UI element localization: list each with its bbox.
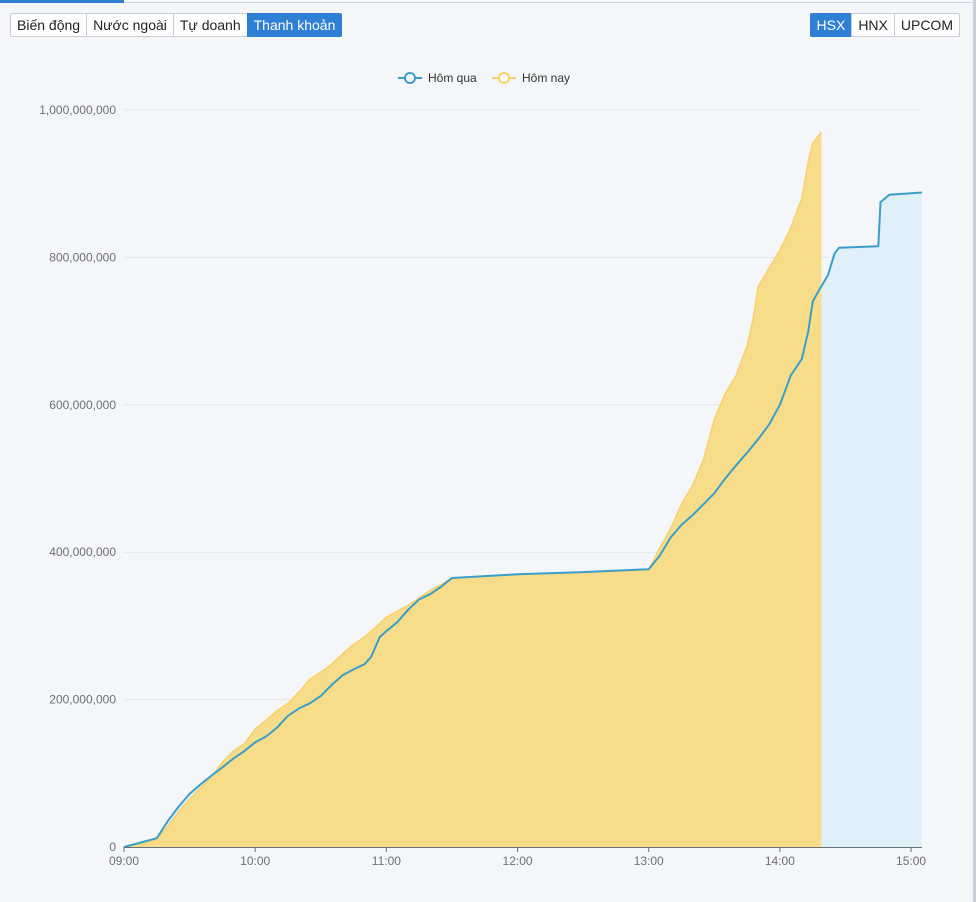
y-tick-label: 0 bbox=[109, 840, 116, 854]
market-hnx-button[interactable]: HNX bbox=[851, 13, 895, 37]
y-tick-label: 800,000,000 bbox=[49, 250, 116, 264]
y-tick-label: 400,000,000 bbox=[49, 545, 116, 559]
line-hom-nay bbox=[123, 131, 822, 848]
x-tick-label: 12:00 bbox=[503, 854, 533, 868]
x-tick-label: 14:00 bbox=[765, 854, 795, 868]
active-panel-indicator bbox=[0, 0, 124, 3]
view-tabs: Biến động Nước ngoài Tự doanh Thanh khoả… bbox=[10, 13, 343, 37]
x-tick-label: 10:00 bbox=[240, 854, 270, 868]
market-selector: HSX HNX UPCOM bbox=[809, 13, 960, 37]
x-tick-label: 15:00 bbox=[896, 854, 926, 868]
area-hom-nay bbox=[124, 132, 822, 848]
market-upcom-button[interactable]: UPCOM bbox=[893, 13, 960, 37]
tab-nuoc-ngoai[interactable]: Nước ngoài bbox=[86, 13, 174, 37]
x-tick-label: 09:00 bbox=[109, 854, 139, 868]
x-tick-label: 11:00 bbox=[372, 854, 401, 868]
y-tick-label: 1,000,000,000 bbox=[39, 103, 116, 117]
scrollbar-track[interactable] bbox=[973, 0, 976, 902]
tab-tu-doanh[interactable]: Tự doanh bbox=[172, 13, 248, 37]
series-lines bbox=[123, 131, 923, 848]
y-tick-label: 200,000,000 bbox=[49, 693, 116, 707]
axes: 0 200,000,000 400,000,000 600,000,000 800,00… bbox=[39, 103, 926, 868]
legend: Hôm qua Hôm nay bbox=[398, 71, 570, 85]
legend-item[interactable]: Hôm qua bbox=[398, 71, 477, 85]
line-hom-qua bbox=[123, 191, 923, 848]
tab-bien-dong[interactable]: Biến động bbox=[10, 13, 88, 37]
legend-marker bbox=[498, 72, 510, 84]
legend-marker bbox=[404, 72, 416, 84]
series-areas bbox=[124, 132, 922, 848]
market-hsx-button[interactable]: HSX bbox=[809, 13, 853, 37]
tab-thanh-khoan[interactable]: Thanh khoản bbox=[246, 13, 343, 37]
y-tick-label: 600,000,000 bbox=[49, 398, 116, 412]
x-tick-label: 13:00 bbox=[634, 854, 664, 868]
legend-item[interactable]: Hôm nay bbox=[492, 71, 570, 85]
panel-top-border bbox=[124, 2, 976, 3]
legend-label: Hôm nay bbox=[522, 71, 570, 85]
legend-label: Hôm qua bbox=[428, 71, 477, 85]
